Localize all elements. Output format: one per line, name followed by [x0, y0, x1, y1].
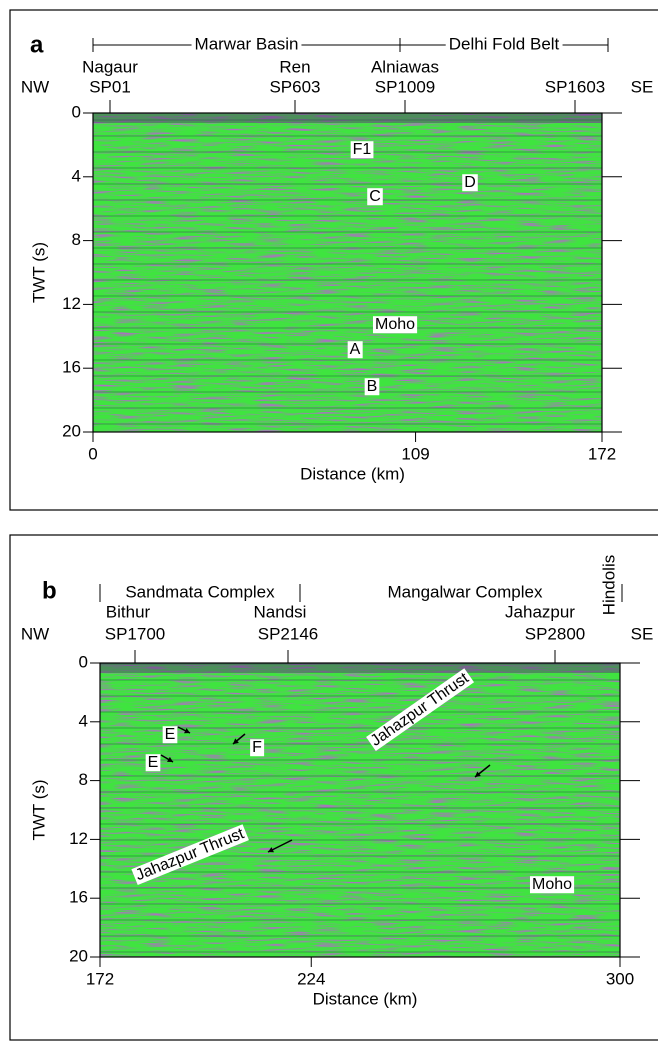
arrow-head	[184, 728, 190, 734]
province-label: Sandmata Complex	[125, 582, 275, 601]
arrow-head	[167, 756, 173, 762]
province-label: Hindolis	[599, 555, 618, 615]
plot-frame	[99, 662, 621, 958]
y-tick-label: 0	[79, 652, 88, 671]
annotation-box	[529, 876, 575, 894]
x-tick-label: 0	[88, 444, 97, 463]
province-label-bg	[445, 34, 563, 54]
panel-letter: a	[30, 31, 44, 58]
annotation-box	[250, 739, 265, 757]
annotation: F1	[353, 141, 372, 158]
x-tick-label: 172	[588, 444, 616, 463]
x-tick-label: 109	[401, 444, 429, 463]
annotation-box	[131, 824, 249, 885]
y-tick-label: 16	[62, 358, 81, 377]
panel-frame	[9, 9, 658, 511]
annotation-box	[366, 668, 475, 751]
station-place: Jahazpur	[505, 602, 575, 621]
province-label: Delhi Fold Belt	[449, 34, 560, 53]
station-shotpoint: SP01	[89, 77, 131, 96]
y-tick-label: 0	[72, 102, 81, 121]
direction-label: NW	[21, 77, 49, 96]
y-tick-label: 8	[79, 770, 88, 789]
y-tick-label: 20	[62, 421, 81, 440]
province-label: Marwar Basin	[195, 34, 299, 53]
station-place: Bithur	[106, 602, 151, 621]
y-tick-label: 16	[69, 888, 88, 907]
annotation: E	[165, 726, 176, 743]
seismic-top-noise	[100, 663, 620, 673]
station-shotpoint: SP1700	[105, 624, 166, 643]
station-shotpoint: SP603	[269, 77, 320, 96]
station-place: Alniawas	[371, 57, 439, 76]
station-place: Ren	[279, 57, 310, 76]
panel-letter: b	[42, 577, 57, 604]
x-tick-label: 172	[86, 969, 114, 988]
arrow-head	[268, 847, 274, 853]
seismic-traces	[93, 113, 602, 432]
annotation: B	[367, 378, 378, 395]
province-label: Mangalwar Complex	[388, 582, 543, 601]
annotation: Moho	[375, 316, 415, 333]
annotation: C	[369, 188, 381, 205]
y-tick-label: 12	[69, 829, 88, 848]
annotation-box	[364, 378, 380, 396]
y-axis-label: TWT (s)	[29, 242, 48, 303]
y-tick-label: 12	[62, 294, 81, 313]
annotation-box	[145, 754, 161, 772]
y-tick-label: 4	[79, 711, 88, 730]
annotation-box	[462, 174, 478, 192]
station-place: Nandsi	[254, 602, 307, 621]
arrow-head	[475, 771, 481, 777]
panel-frame	[9, 534, 658, 1041]
seismic-top-noise	[93, 113, 602, 123]
annotation: Moho	[532, 876, 572, 893]
arrow-head	[233, 738, 239, 744]
y-tick-label: 4	[72, 166, 81, 185]
annotation-box	[347, 341, 363, 359]
annotation: D	[464, 174, 476, 191]
annotation-box	[162, 726, 178, 744]
annotation: F	[252, 739, 262, 756]
x-tick-label: 300	[606, 969, 634, 988]
annotation-box	[367, 188, 383, 206]
station-shotpoint: SP1603	[545, 77, 606, 96]
x-axis-label: Distance (km)	[313, 989, 418, 1008]
direction-label: NW	[21, 624, 49, 643]
province-label-bg	[191, 34, 302, 54]
station-shotpoint: SP2146	[258, 624, 319, 643]
station-shotpoint: SP2800	[525, 624, 586, 643]
annotation: E	[148, 754, 159, 771]
station-shotpoint: SP1009	[375, 77, 436, 96]
plot-frame	[92, 112, 603, 433]
direction-label: SE	[631, 77, 654, 96]
station-place: Nagaur	[82, 57, 138, 76]
annotation: A	[350, 341, 361, 358]
annotation-box	[372, 316, 418, 334]
y-axis-label: TWT (s)	[29, 779, 48, 840]
seismic-traces	[100, 663, 620, 957]
y-tick-label: 20	[69, 946, 88, 965]
y-tick-label: 8	[72, 230, 81, 249]
x-tick-label: 224	[297, 969, 325, 988]
annotation-box	[350, 141, 374, 159]
direction-label: SE	[631, 624, 654, 643]
x-axis-label: Distance (km)	[300, 464, 405, 483]
